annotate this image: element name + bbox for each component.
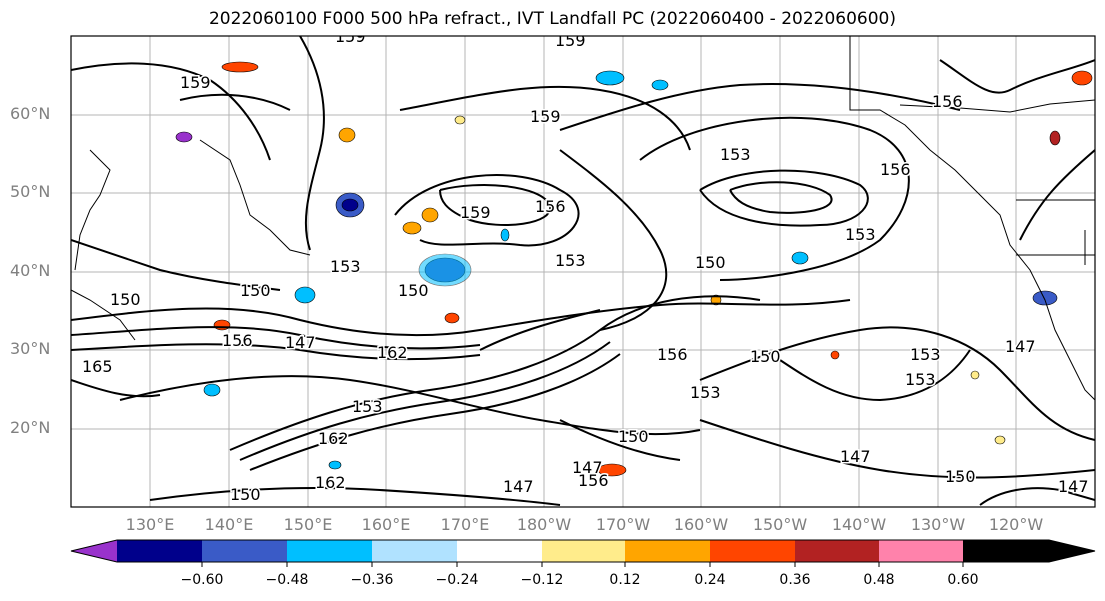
contour-labels: 159 159 159 159 159 156 156 153 153 153 … [81,27,1091,506]
colorbar-outline [70,539,1096,563]
contour-label: 153 [330,257,361,276]
colorbar-tick-label: −0.36 [350,572,394,588]
contour-label: 159 [555,31,586,50]
contour-label: 159 [180,73,211,92]
contour-label: 147 [285,333,316,352]
lon-label: 150°W [752,515,808,534]
colorbar-tick-label: 0.48 [863,572,895,588]
contour-label: 162 [315,473,346,492]
colorbar-segment [117,540,202,562]
contour-label: 147 [840,447,871,466]
contour-label: 150 [945,467,976,486]
colorbar-tick-label: −0.48 [265,572,309,588]
contour-label: 156 [657,345,688,364]
contour-label: 153 [352,397,383,416]
contour-label: 156 [535,197,566,216]
lon-label: 150°E [283,515,333,534]
colorbar-segment [372,540,457,562]
lon-label: 140°E [204,515,254,534]
contour-label: 150 [398,281,429,300]
contour-label: 150 [230,485,261,504]
contour-label: 162 [318,429,349,448]
contour-label: 153 [845,225,876,244]
lon-label: 170°E [440,515,490,534]
lon-label: 180°W [516,515,572,534]
colorbar-segment [795,540,879,562]
contour-label: 153 [555,251,586,270]
shaded-patches [175,61,1093,477]
colorbar-segments [71,540,1095,562]
contour-label: 153 [905,370,936,389]
lat-label: 30°N [10,339,51,358]
colorbar-tick-label: −0.24 [435,572,479,588]
contour-label: 153 [720,145,751,164]
map-title: 2022060100 F000 500 hPa refract., IVT La… [208,9,896,29]
contour-label: 150 [750,347,781,366]
lon-label: 160°W [673,515,729,534]
colorbar-segment [710,540,795,562]
lon-label: 130°E [125,515,175,534]
contour-label: 150 [240,281,271,300]
colorbar-segment [542,540,625,562]
contour-label: 156 [932,92,963,111]
colorbar-tick-label: 0.60 [947,572,979,588]
contour-label: 159 [335,27,366,46]
map-frame [70,35,1096,508]
lat-label: 40°N [10,261,51,280]
colorbar-tick-label: 0.36 [779,572,811,588]
colorbar-segment [625,540,710,562]
contour-label: 162 [377,343,408,362]
contour-label: 147 [1005,337,1036,356]
contour-label: 156 [578,471,609,490]
contour-label: 150 [695,253,726,272]
contour-label: 156 [880,160,911,179]
lon-label: 120°W [988,515,1044,534]
contour-label: 153 [910,345,941,364]
contour-label: 159 [530,107,561,126]
colorbar-segment [287,540,372,562]
contour-label: 156 [222,331,253,350]
colorbar-segment [457,540,542,562]
lat-label: 50°N [10,182,51,201]
lon-label: 130°W [910,515,966,534]
colorbar-ticks [201,562,964,567]
lat-label: 20°N [10,418,51,437]
lon-label: 140°W [831,515,887,534]
contour-lines [71,36,1095,506]
colorbar-tick-label: −0.12 [520,572,564,588]
contour-label: 159 [460,203,491,222]
colorbar-extend-low [71,540,117,562]
colorbar-segment [879,540,963,562]
lat-label: 60°N [10,104,51,123]
contour-label: 150 [110,290,141,309]
colorbar-tick-label: 0.12 [609,572,641,588]
contour-label: 147 [572,458,603,477]
colorbar-extend-high [963,540,1095,562]
contour-label: 147 [503,477,534,496]
colorbar-segment [202,540,287,562]
contour-label: 147 [1058,477,1089,496]
gridlines [71,36,1095,507]
coastlines [71,36,1095,401]
contour-label: 150 [618,427,649,446]
colorbar-tick-label: −0.60 [180,572,224,588]
lon-label: 160°E [361,515,411,534]
contour-label: 165 [82,357,113,376]
colorbar-tick-label: 0.24 [694,572,726,588]
lon-label: 170°W [595,515,651,534]
contour-label: 153 [690,383,721,402]
